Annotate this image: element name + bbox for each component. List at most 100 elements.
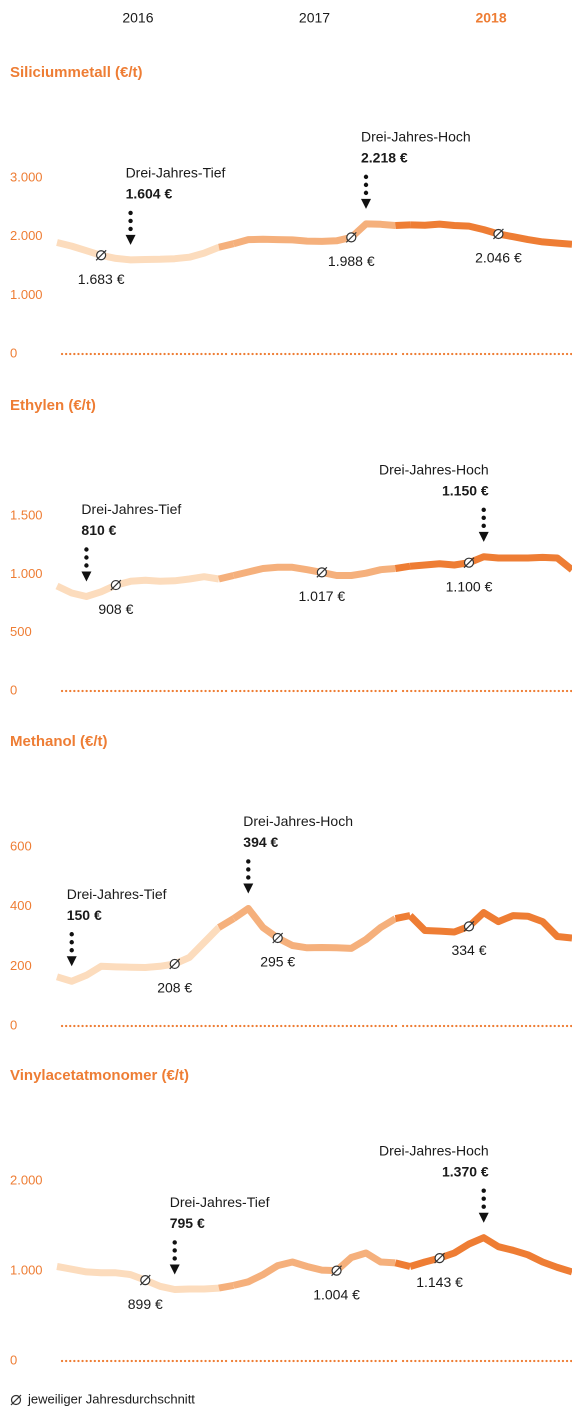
average-label: 1.988 € [328,253,375,269]
arrow-dot [481,1196,486,1201]
line-connector [394,1259,411,1270]
annotation-label: Drei-Jahres-Hoch [361,129,471,145]
average-marker [434,1252,445,1264]
annotation-value: 810 € [81,522,116,538]
annotation-label: Drei-Jahres-Hoch [243,813,353,829]
series-line [231,905,398,952]
arrow-head [478,531,489,542]
series-line [409,553,572,573]
average-label: 1.100 € [446,578,493,594]
arrow-dot [128,218,133,224]
y-tick-label: 400 [10,898,32,913]
arrow-dot [481,1188,486,1193]
average-label: 899 € [128,1296,163,1312]
year-label: 2018 [475,10,506,26]
average-marker [463,557,475,569]
arrow-dot [84,547,89,552]
y-tick-label: 2.000 [10,228,43,243]
y-tick-label: 200 [10,958,32,973]
average-marker [345,231,357,243]
annotation-arrow [478,507,489,542]
average-slash [169,958,181,970]
annotation-label: Drei-Jahres-Tief [170,1194,270,1210]
average-marker [331,1265,342,1277]
average-slash [434,1252,445,1264]
average-label: 295 € [260,954,295,970]
average-slash [331,1265,342,1277]
annotation-value: 394 € [243,834,278,850]
arrow-dot [246,867,251,872]
average-label: 334 € [451,942,486,958]
y-tick-label: 2.000 [10,1172,43,1187]
average-marker [272,932,284,944]
year-label: 2017 [299,10,330,26]
average-label: 1.683 € [78,271,125,287]
line-connector [395,221,411,230]
annotation-label: Drei-Jahres-Hoch [379,462,489,478]
y-tick-label: 0 [10,1352,17,1367]
y-tick-label: 3.000 [10,169,43,184]
annotation-arrow [243,859,254,894]
series-line [55,925,222,985]
chart: Methanol (€/t) 0 200 400 600 208 € 295 € 334 € D… [10,733,572,1032]
arrow-dot [84,563,89,568]
footnote: jeweiliger Jahresdurchschnitt [27,1391,195,1406]
series-line [232,563,396,579]
arrow-head [81,571,92,582]
y-tick-label: 1.000 [10,287,43,302]
arrow-dot [246,859,251,864]
line-connector [217,915,236,931]
annotation-arrow [66,932,77,967]
arrow-head [243,883,254,894]
arrow-dot [481,507,486,513]
line-connector [218,1281,235,1292]
average-slash [272,932,284,944]
arrow-dot [363,174,369,180]
annotation-value: 1.370 € [442,1163,489,1179]
arrow-head [169,1264,180,1275]
arrow-head [125,234,136,245]
average-slash [345,231,357,243]
year-label: 2016 [122,10,153,26]
average-slash [493,228,504,240]
line-connector [218,240,235,251]
average-slash [316,566,328,578]
y-tick-label: 0 [10,1017,17,1032]
footnote-icon [10,1394,22,1406]
arrow-head [66,956,77,967]
y-tick-label: 1.000 [10,566,43,581]
average-slash [110,579,122,591]
arrow-dot [128,210,133,216]
line-connector [394,562,411,572]
series-line [409,1234,572,1276]
arrow-dot [246,875,251,880]
average-marker [316,566,328,578]
arrow-dot [481,523,486,529]
line-connector [394,912,411,923]
annotation-arrow [478,1188,489,1223]
arrow-dot [128,226,133,232]
annotation-value: 795 € [170,1215,205,1231]
average-marker [95,249,107,261]
average-marker [463,920,475,932]
annotation-arrow [81,547,92,582]
arrow-dot [69,940,74,945]
average-label: 908 € [98,601,133,617]
arrow-dot [172,1256,177,1261]
y-tick-label: 1.000 [10,1262,43,1277]
arrow-dot [69,932,74,937]
arrow-dot [84,555,89,560]
average-label: 208 € [157,980,192,996]
chart-title: Methanol (€/t) [10,733,108,750]
series-line [56,1263,220,1293]
chart-title: Vinylacetatmonomer (€/t) [10,1067,189,1084]
annotation-value: 2.218 € [361,150,408,166]
arrow-dot [481,1204,486,1209]
chart: Ethylen (€/t) 0 500 1.000 1.500 908 € 1.017 € 1… [10,397,572,697]
annotation-label: Drei-Jahres-Tief [67,886,167,902]
annotation-arrow [361,174,371,209]
y-tick-label: 0 [10,682,17,697]
arrow-dot [172,1248,177,1253]
chart: Vinylacetatmonomer (€/t) 0 1.000 2.000 899 €… [10,1067,572,1367]
